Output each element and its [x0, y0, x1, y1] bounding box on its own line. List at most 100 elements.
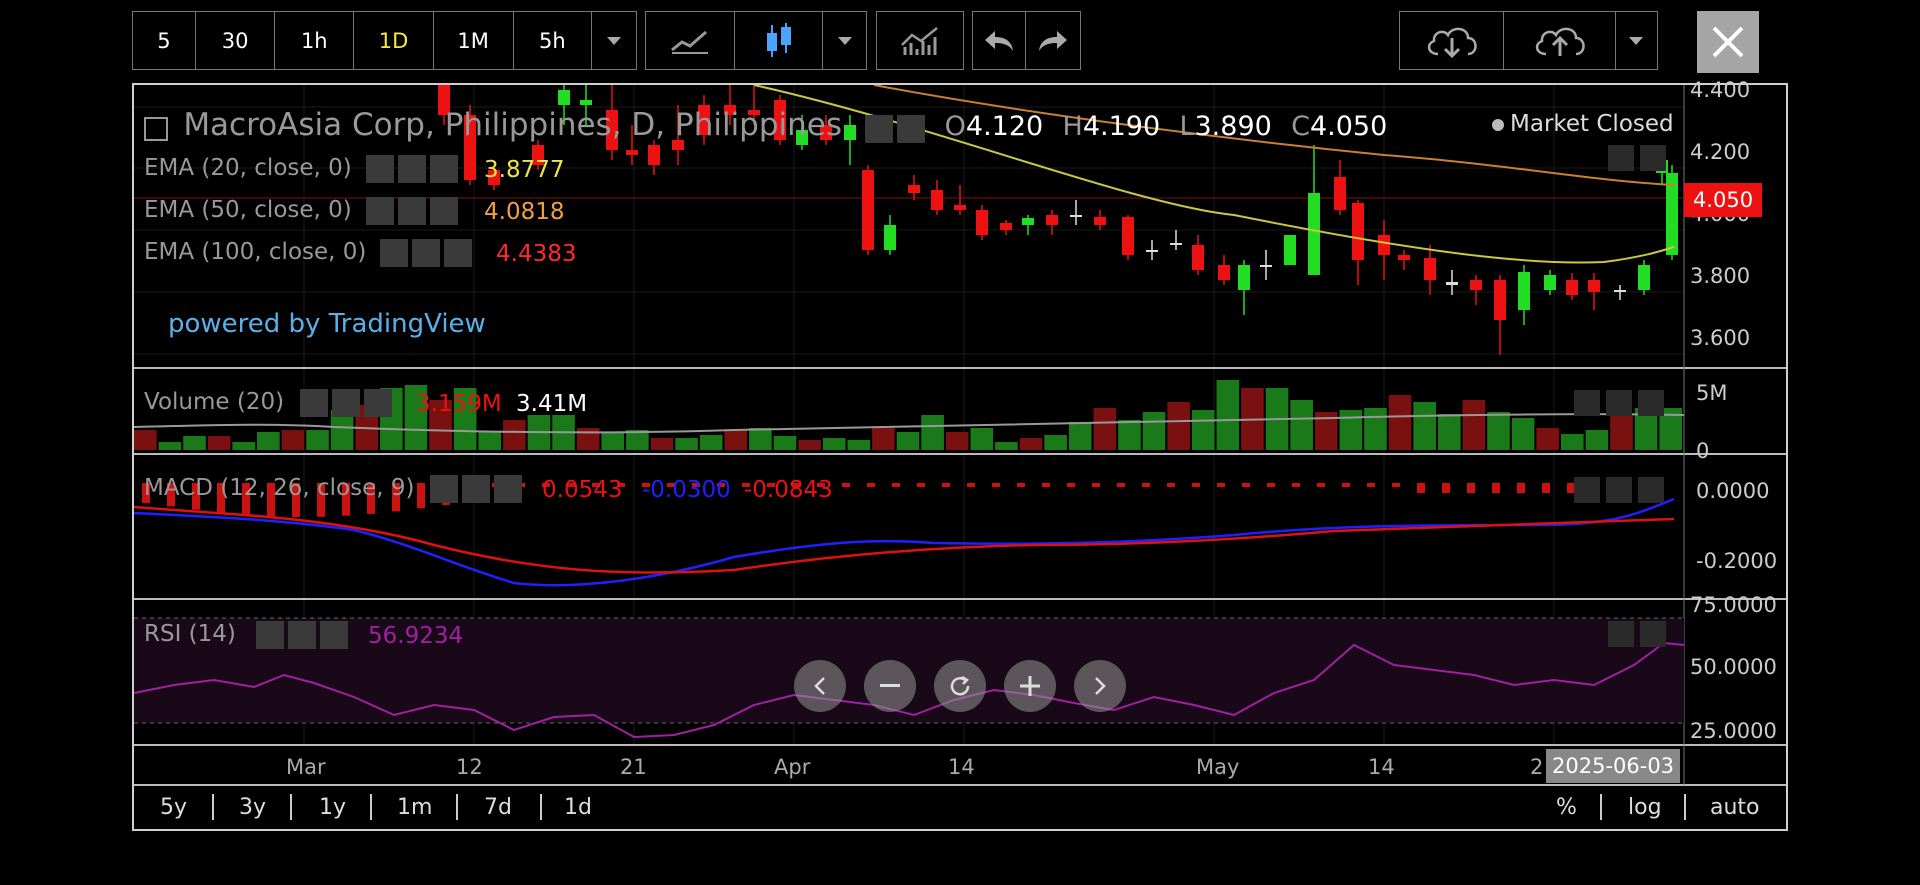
- ema20-legend[interactable]: EMA (20, close, 0): [144, 155, 352, 181]
- volume-bar: [207, 436, 231, 450]
- main-pane-controls[interactable]: [1608, 145, 1666, 171]
- eye-icon[interactable]: [380, 239, 408, 267]
- eye-icon[interactable]: [300, 389, 328, 417]
- volume-bar: [1610, 414, 1633, 450]
- maximize-icon[interactable]: [1640, 621, 1666, 647]
- scroll-right-button[interactable]: [1074, 660, 1126, 712]
- ema50-legend[interactable]: EMA (50, close, 0): [144, 197, 352, 223]
- maximize-icon[interactable]: [1638, 477, 1664, 503]
- eye-icon[interactable]: [865, 114, 894, 143]
- rsi-controls[interactable]: [256, 621, 348, 649]
- volume-pane-controls[interactable]: [1574, 390, 1664, 416]
- gear-icon[interactable]: [288, 621, 316, 649]
- save-layout-button[interactable]: [1504, 12, 1616, 69]
- macd-histogram-bar: [892, 483, 900, 487]
- gear-icon[interactable]: [412, 239, 440, 267]
- close-button[interactable]: [1697, 11, 1759, 73]
- chart-container[interactable]: MacroAsia Corp, Philippines, D, Philippi…: [132, 78, 1788, 831]
- load-layout-button[interactable]: [1400, 12, 1504, 69]
- range-3y-button[interactable]: 3y: [239, 794, 267, 820]
- collapse-legend-icon[interactable]: [144, 116, 168, 141]
- history-toolbar: [972, 11, 1081, 70]
- zoom-in-button[interactable]: [1004, 660, 1056, 712]
- macd-controls[interactable]: [430, 475, 522, 503]
- cloud-dropdown-button[interactable]: [1616, 12, 1656, 69]
- log-scale-button[interactable]: log: [1628, 794, 1662, 820]
- gear-icon[interactable]: [398, 197, 426, 225]
- gear-icon[interactable]: [398, 155, 426, 183]
- range-1d-button[interactable]: 1d: [564, 794, 592, 820]
- rsi-legend[interactable]: RSI (14): [144, 621, 236, 647]
- volume-tick: 5M: [1696, 381, 1728, 405]
- ema50-controls[interactable]: [366, 197, 458, 225]
- ema20-controls[interactable]: [366, 155, 458, 183]
- interval-1m-button[interactable]: 1M: [434, 12, 514, 69]
- zoom-out-button[interactable]: [864, 660, 916, 712]
- gear-icon[interactable]: [462, 475, 490, 503]
- volume-legend[interactable]: Volume (20): [144, 389, 284, 415]
- remove-icon[interactable]: [430, 197, 458, 225]
- redo-icon: [1038, 30, 1067, 51]
- maximize-icon[interactable]: [1638, 390, 1664, 416]
- candle: [1398, 255, 1410, 260]
- range-1y-button[interactable]: 1y: [319, 794, 347, 820]
- move-down-icon[interactable]: [1608, 145, 1634, 171]
- volume-bar: [773, 436, 797, 450]
- percent-scale-button[interactable]: %: [1556, 794, 1577, 820]
- move-up-icon[interactable]: [1608, 621, 1634, 647]
- interval-1d-button[interactable]: 1D: [354, 12, 434, 69]
- interval-1h-button[interactable]: 1h: [275, 12, 355, 69]
- chart-canvas[interactable]: [134, 85, 1786, 829]
- volume-bar: [1487, 412, 1510, 450]
- move-down-icon[interactable]: [1606, 390, 1632, 416]
- eye-icon[interactable]: [256, 621, 284, 649]
- volume-bar: [1364, 408, 1387, 450]
- rsi-pane-controls[interactable]: [1608, 621, 1666, 647]
- remove-icon[interactable]: [444, 239, 472, 267]
- candlestick-chart-button[interactable]: [735, 12, 823, 69]
- chart-type-dropdown-button[interactable]: [823, 12, 866, 69]
- interval-30-button[interactable]: 30: [196, 12, 276, 69]
- ema100-controls[interactable]: [380, 239, 472, 267]
- range-5y-button[interactable]: 5y: [160, 794, 188, 820]
- interval-5-button[interactable]: 5: [133, 12, 196, 69]
- maximize-icon[interactable]: [1640, 145, 1666, 171]
- tradingview-branding[interactable]: powered by TradingView: [168, 309, 486, 339]
- macd-pane-controls[interactable]: [1574, 477, 1664, 503]
- macd-histogram-bar: [1417, 483, 1425, 493]
- reset-button[interactable]: [934, 660, 986, 712]
- interval-5h-button[interactable]: 5h: [514, 12, 593, 69]
- eye-icon[interactable]: [430, 475, 458, 503]
- macd-histogram-bar: [642, 483, 650, 487]
- gear-icon[interactable]: [332, 389, 360, 417]
- macd-histogram-bar: [1192, 483, 1200, 487]
- low-label: L: [1179, 111, 1195, 142]
- gear-icon[interactable]: [897, 114, 926, 143]
- interval-dropdown-button[interactable]: [592, 12, 636, 69]
- redo-button[interactable]: [1026, 12, 1079, 69]
- undo-button[interactable]: [973, 12, 1026, 69]
- candle: [1544, 275, 1556, 290]
- move-up-icon[interactable]: [1574, 390, 1600, 416]
- move-up-icon[interactable]: [1574, 477, 1600, 503]
- remove-icon[interactable]: [320, 621, 348, 649]
- macd-legend[interactable]: MACD (12, 26, close, 9): [144, 475, 414, 501]
- remove-icon[interactable]: [430, 155, 458, 183]
- indicators-button[interactable]: [877, 12, 962, 69]
- ema20-line: [753, 85, 1675, 264]
- move-down-icon[interactable]: [1606, 477, 1632, 503]
- scroll-left-button[interactable]: [794, 660, 846, 712]
- eye-icon[interactable]: [366, 155, 394, 183]
- line-chart-button[interactable]: [646, 12, 735, 69]
- candle: [438, 85, 450, 115]
- remove-icon[interactable]: [364, 389, 392, 417]
- range-7d-button[interactable]: 7d: [484, 794, 512, 820]
- ema100-legend[interactable]: EMA (100, close, 0): [144, 239, 366, 265]
- remove-icon[interactable]: [494, 475, 522, 503]
- auto-scale-button[interactable]: auto: [1710, 794, 1760, 820]
- eye-icon[interactable]: [366, 197, 394, 225]
- symbol-controls[interactable]: [865, 114, 926, 143]
- candle: [1424, 258, 1436, 280]
- range-1m-button[interactable]: 1m: [397, 794, 433, 820]
- volume-controls[interactable]: [300, 389, 392, 417]
